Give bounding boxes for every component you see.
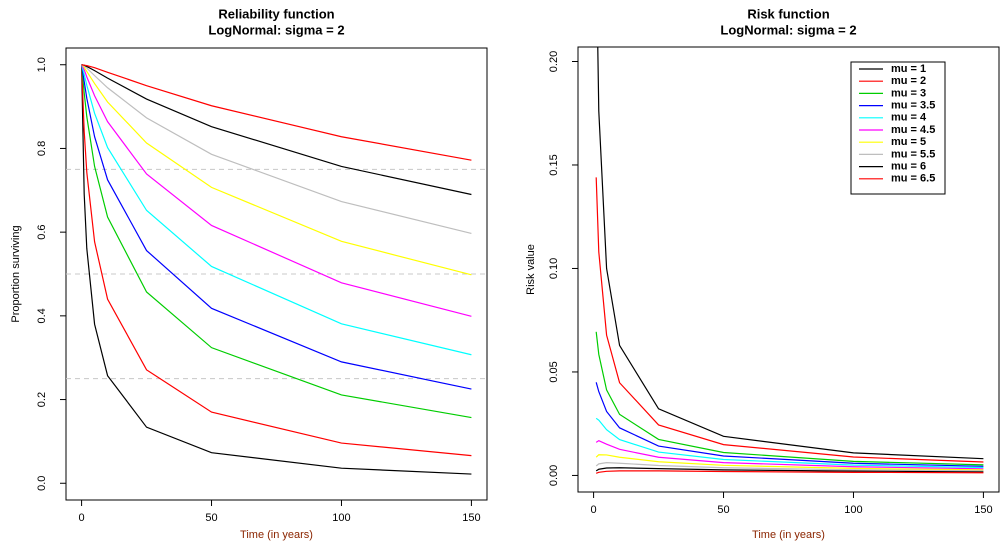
y-tick-label: 0.0	[36, 476, 48, 491]
y-axis-label: Proportion surviving	[10, 225, 22, 322]
series-line	[81, 64, 472, 356]
legend-label: mu = 4	[891, 112, 927, 124]
series-line	[81, 64, 472, 317]
legend-label: mu = 6	[891, 161, 926, 173]
chart-subtitle: LogNormal: sigma = 2	[208, 22, 344, 37]
x-tick-label: 150	[974, 504, 992, 516]
series-line	[80, 64, 472, 390]
series-line	[81, 64, 472, 276]
series-line	[80, 64, 472, 419]
series-line	[597, 47, 984, 460]
y-tick-label: 0.00	[548, 465, 560, 486]
series-line	[595, 439, 984, 470]
chart-title: Reliability function	[218, 6, 334, 21]
y-tick-label: 0.05	[548, 361, 560, 382]
legend-box	[850, 61, 946, 195]
legend-label: mu = 2	[891, 75, 926, 87]
legend-label: mu = 1	[891, 63, 926, 75]
legend-label: mu = 3.5	[891, 100, 935, 112]
x-tick-label: 50	[205, 512, 217, 524]
y-tick-label: 0.6	[36, 224, 48, 239]
x-axis-label: Time (in years)	[240, 529, 313, 541]
x-tick-label: 100	[332, 512, 350, 524]
series-line	[595, 470, 984, 474]
legend-label: mu = 3	[891, 87, 926, 99]
chart-subtitle: LogNormal: sigma = 2	[720, 22, 856, 37]
series-line	[80, 64, 472, 457]
y-tick-label: 0.20	[548, 51, 560, 72]
series-line	[595, 462, 984, 472]
legend-label: mu = 6.5	[891, 173, 935, 185]
series-line	[595, 417, 984, 469]
x-tick-label: 50	[717, 504, 729, 516]
y-tick-label: 0.10	[548, 258, 560, 279]
series-line	[595, 382, 984, 467]
legend-label: mu = 4.5	[891, 124, 935, 136]
series-line	[80, 64, 472, 475]
series-line	[595, 467, 984, 473]
series-line	[81, 64, 472, 196]
series-line	[595, 331, 984, 466]
y-tick-label: 0.4	[36, 308, 48, 323]
x-axis-label: Time (in years)	[752, 529, 825, 541]
y-tick-label: 0.2	[36, 392, 48, 407]
series-line	[595, 177, 984, 463]
y-tick-label: 1.0	[36, 57, 48, 72]
y-axis-label: Risk value	[525, 244, 537, 295]
x-tick-label: 0	[591, 504, 597, 516]
chart-title: Risk function	[747, 6, 829, 21]
x-tick-label: 150	[462, 512, 480, 524]
y-tick-label: 0.8	[36, 141, 48, 156]
y-tick-label: 0.15	[548, 154, 560, 175]
plot-frame	[577, 46, 1000, 493]
x-tick-label: 0	[79, 512, 85, 524]
x-tick-label: 100	[844, 504, 862, 516]
series-line	[81, 64, 472, 234]
series-line	[81, 64, 472, 161]
legend-label: mu = 5.5	[891, 148, 935, 160]
series-line	[595, 454, 984, 471]
legend-label: mu = 5	[891, 136, 926, 148]
